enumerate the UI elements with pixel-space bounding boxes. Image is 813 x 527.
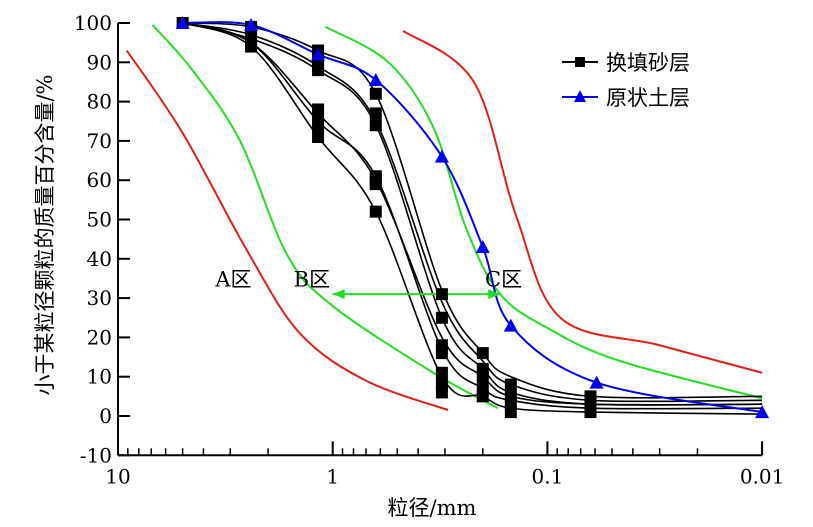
fill-sand-data-point — [369, 119, 382, 132]
fill-sand-data-point — [435, 347, 448, 360]
boundary-curve-red-right — [402, 30, 763, 374]
y-tick-label: 40 — [87, 247, 112, 271]
y-tick-label: 80 — [87, 90, 112, 114]
x-tick-label: 1 — [326, 464, 339, 488]
native-soil-data-point — [503, 318, 518, 332]
legend-triangle-marker — [574, 90, 586, 102]
native-soil-data-point — [175, 16, 190, 29]
arrow-head-left — [332, 289, 345, 300]
fill-sand-data-point — [312, 119, 325, 132]
y-tick-label: 0 — [99, 404, 112, 428]
fill-sand-data-point — [369, 87, 382, 100]
y-tick-label: -10 — [80, 443, 112, 467]
native-soil-data-point — [368, 72, 383, 86]
y-axis-label: 小于某粒径颗粒的质量百分含量/% — [33, 74, 57, 395]
x-tick-label: 10 — [105, 464, 130, 488]
fill-sand-data-point — [435, 311, 448, 324]
x-axis-label: 粒径/mm — [388, 496, 477, 520]
fill-sand-data-point — [435, 366, 448, 379]
x-tick-label: 0.1 — [531, 464, 563, 488]
native-soil-data-point — [755, 405, 770, 419]
x-tick-label: 0.01 — [740, 464, 785, 488]
fill-sand-data-point — [584, 406, 597, 419]
fill-sand-data-point — [312, 64, 325, 77]
y-tick-label: 70 — [87, 129, 112, 153]
arrow-head-right — [488, 289, 501, 300]
y-tick-label: 20 — [87, 325, 112, 349]
fill-sand-data-point — [369, 205, 382, 218]
native-soil-data-point — [244, 17, 259, 31]
y-tick-label: 100 — [74, 11, 112, 35]
native-soil-curve — [182, 21, 763, 414]
fill-sand-data-point — [435, 386, 448, 399]
boundary-curve-green-right — [325, 26, 763, 400]
y-tick-label: 10 — [87, 365, 112, 389]
boundary-curve-green-left — [151, 24, 499, 410]
fill-sand-data-point — [476, 390, 489, 403]
zone-label: C区 — [485, 267, 522, 291]
legend-square-marker — [575, 57, 585, 67]
legend: 换填砂层 原状土层 — [562, 51, 690, 110]
legend-label-native-soil: 原状土层 — [606, 86, 690, 110]
fill-sand-data-point — [245, 40, 258, 53]
y-tick-label: 60 — [87, 168, 112, 192]
native-soil-data-point — [434, 149, 449, 163]
legend-label-fill-sand: 换填砂层 — [606, 51, 690, 75]
fill-sand-data-point — [369, 107, 382, 120]
y-tick-label: 30 — [87, 286, 112, 310]
fill-sand-data-point — [504, 406, 517, 419]
native-soil-data-point — [475, 240, 490, 254]
boundary-curve-red-left — [125, 49, 449, 412]
fill-sand-data-point — [369, 178, 382, 191]
fill-sand-data-point — [476, 347, 489, 360]
fill-sand-data-point — [312, 130, 325, 143]
fill-sand-data-point — [504, 378, 517, 391]
y-tick-label: 50 — [87, 208, 112, 232]
zone-label: B区 — [294, 267, 330, 291]
zone-label: A区 — [214, 267, 251, 291]
y-tick-label: 90 — [87, 50, 112, 74]
native-soil-data-point — [589, 375, 604, 389]
native-soil-data-point — [311, 47, 326, 61]
fill-sand-data-point — [476, 370, 489, 383]
fill-sand-data-point — [435, 288, 448, 301]
